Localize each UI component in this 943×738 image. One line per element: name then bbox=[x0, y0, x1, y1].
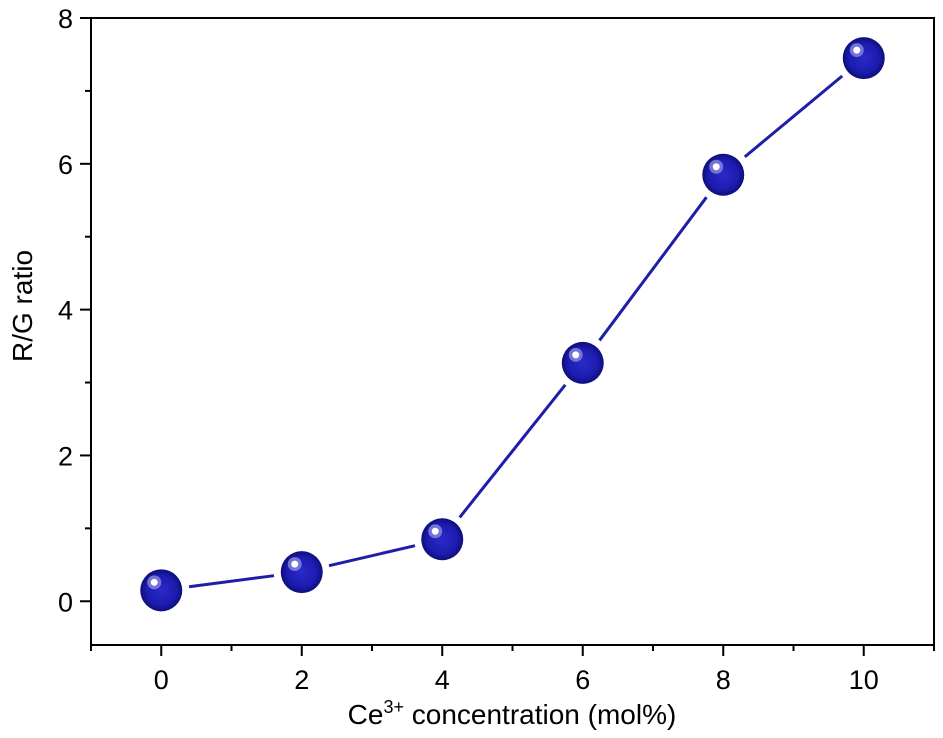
x-tick-label: 8 bbox=[716, 665, 731, 695]
data-point bbox=[280, 551, 323, 594]
data-point-sphere bbox=[842, 37, 885, 80]
data-point-highlight bbox=[431, 527, 439, 535]
y-axis-tick-labels: 0 2 4 6 8 bbox=[58, 4, 73, 617]
x-tick-label: 2 bbox=[294, 665, 309, 695]
data-point-sphere bbox=[421, 518, 464, 561]
data-point-highlight bbox=[853, 46, 861, 54]
data-point-sphere bbox=[561, 341, 604, 384]
y-tick-label: 4 bbox=[58, 296, 73, 326]
line-segment bbox=[598, 196, 708, 342]
x-tick-label: 6 bbox=[575, 665, 590, 695]
data-point bbox=[561, 341, 604, 384]
y-axis-ticks bbox=[80, 17, 91, 603]
data-point-highlight bbox=[712, 163, 720, 171]
x-tick-label: 4 bbox=[435, 665, 450, 695]
y-tick-label: 2 bbox=[58, 441, 73, 471]
x-axis-title-suffix: concentration (mol%) bbox=[404, 699, 676, 730]
line-segment bbox=[328, 544, 416, 568]
x-axis-title-superscript: 3+ bbox=[383, 697, 404, 717]
y-tick-label: 6 bbox=[58, 150, 73, 180]
data-point bbox=[140, 569, 183, 612]
line-segment bbox=[743, 74, 844, 159]
x-axis-tick-labels: 0 2 4 6 8 10 bbox=[154, 665, 879, 695]
data-point-highlight bbox=[150, 578, 158, 586]
data-point-highlight bbox=[291, 560, 299, 568]
y-axis-title: R/G ratio bbox=[7, 250, 38, 362]
y-tick-label: 0 bbox=[58, 587, 73, 617]
x-tick-label: 0 bbox=[154, 665, 169, 695]
line-segment bbox=[458, 383, 567, 519]
data-point-sphere bbox=[140, 569, 183, 612]
x-tick-label: 10 bbox=[849, 665, 879, 695]
x-axis-title: Ce3+ concentration (mol%) bbox=[348, 697, 677, 730]
y-tick-label: 8 bbox=[58, 4, 73, 34]
data-point bbox=[421, 518, 464, 561]
data-point bbox=[842, 37, 885, 80]
x-axis-title-main: Ce bbox=[348, 699, 384, 730]
plot-frame bbox=[90, 17, 935, 646]
x-axis-ticks bbox=[90, 645, 935, 656]
data-point-sphere bbox=[280, 551, 323, 594]
data-point-sphere bbox=[702, 153, 745, 196]
data-point bbox=[702, 153, 745, 196]
series-points bbox=[140, 37, 885, 612]
series-line bbox=[188, 74, 844, 589]
data-point-highlight bbox=[572, 351, 580, 359]
line-segment bbox=[188, 574, 275, 589]
